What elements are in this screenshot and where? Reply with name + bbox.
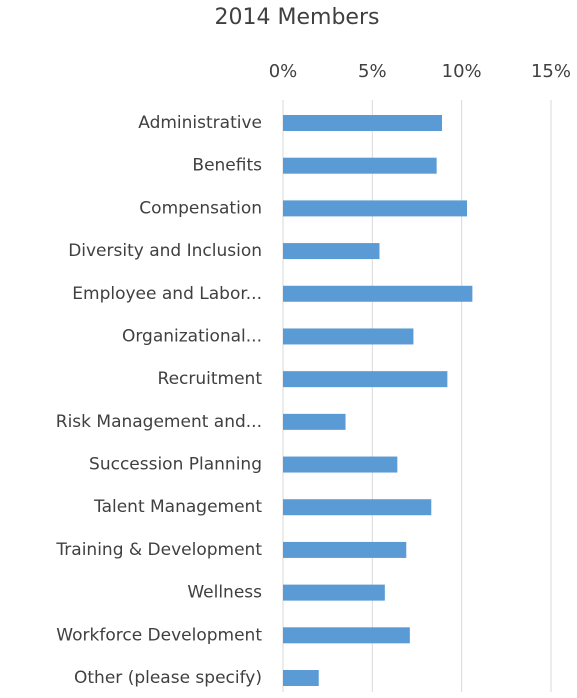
bar [283, 584, 385, 601]
chart-title: 2014 Members [215, 5, 380, 30]
y-tick-label: Risk Management and... [56, 412, 262, 432]
bar [283, 456, 398, 473]
x-tick-label: 15% [531, 61, 571, 82]
bar [283, 670, 319, 686]
y-tick-label: Other (please specify) [74, 668, 262, 688]
y-tick-label: Diversity and Inclusion [68, 241, 262, 261]
y-tick-label: Succession Planning [89, 455, 262, 475]
y-tick-label: Wellness [187, 583, 262, 603]
y-tick-label: Organizational... [122, 326, 262, 346]
bar [283, 499, 432, 516]
y-tick-label: Training & Development [55, 540, 262, 560]
x-tick-label: 0% [269, 61, 298, 82]
y-tick-label: Compensation [139, 198, 262, 218]
bar [283, 115, 443, 131]
bar [283, 200, 468, 217]
bar [283, 285, 473, 302]
y-tick-label: Workforce Development [56, 625, 262, 645]
y-tick-label: Recruitment [158, 369, 263, 389]
bar [283, 243, 380, 260]
bar [283, 541, 407, 558]
bar [283, 371, 448, 388]
y-tick-label: Benefits [192, 156, 262, 176]
y-tick-label: Employee and Labor... [72, 284, 262, 304]
x-tick-label: 10% [442, 61, 482, 82]
bar [283, 413, 346, 430]
bar [283, 627, 410, 644]
bar [283, 157, 437, 174]
bar [283, 328, 414, 345]
y-tick-label: Talent Management [93, 497, 262, 517]
y-tick-label: Administrative [138, 113, 262, 133]
x-tick-label: 5% [358, 61, 387, 82]
